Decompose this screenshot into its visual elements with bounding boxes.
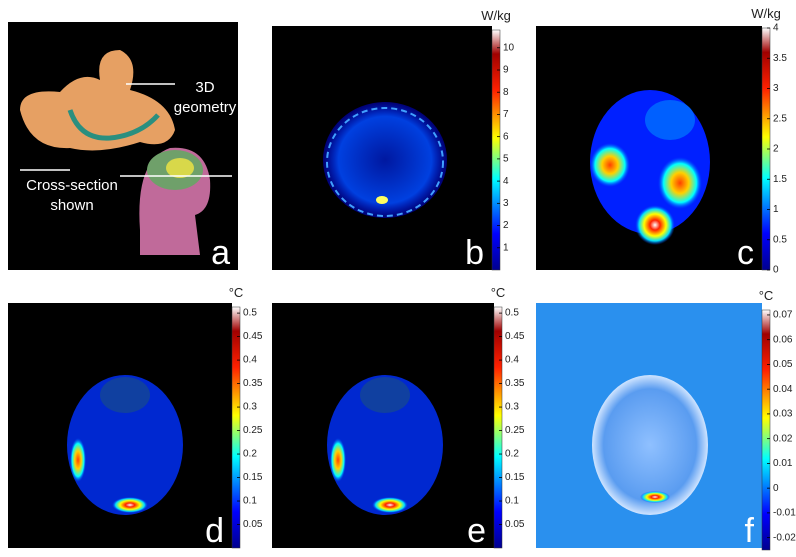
colorbar-tick-label: 0.4 [505, 355, 519, 366]
colorbar-unit: °C [759, 288, 774, 303]
colorbar-tick-label: 0.5 [773, 234, 787, 245]
colorbar-tick-label: 1 [503, 242, 509, 253]
colorbar-tick-label: 0.45 [243, 331, 263, 342]
panel-letter: a [211, 234, 230, 272]
colorbar-tick-label: 6 [503, 131, 509, 142]
colorbar-unit: °C [491, 285, 506, 300]
colorbar-tick-label: 10 [503, 42, 515, 53]
colorbar-tick-label: 1.5 [773, 174, 787, 185]
colorbar-tick-label: 0.06 [773, 334, 793, 345]
colorbar [492, 30, 500, 270]
colorbar-tick-label: 0.35 [505, 378, 525, 389]
colorbar-tick-label: 4 [503, 176, 509, 187]
colorbar-tick-label: 0.5 [243, 308, 257, 319]
colorbar-tick-label: 2.5 [773, 113, 787, 124]
colorbar [232, 307, 240, 548]
colorbar-tick-label: 0.07 [773, 310, 793, 321]
figure: a 3D geometry Cross-section shown b W/kg 1 2 3 4 5 6… [0, 0, 796, 557]
colorbar-tick-label: 0.2 [243, 449, 257, 460]
colorbar [762, 310, 770, 550]
colorbar [494, 307, 502, 548]
colorbar-tick-label: 0 [773, 265, 779, 276]
colorbar-tick-label: 1 [773, 204, 779, 215]
colorbar-tick-label: 3 [503, 198, 509, 209]
colorbar-unit: °C [229, 285, 244, 300]
annotation: shown [50, 197, 93, 214]
colorbar-tick-label: 0.3 [505, 402, 519, 413]
colorbar-tick-label: 5 [503, 154, 509, 165]
colorbar-tick-label: 2 [503, 220, 509, 231]
colorbar-tick-label: 0.1 [243, 496, 257, 507]
colorbar-tick-label: 0.3 [243, 402, 257, 413]
colorbar-tick-label: 0 [773, 483, 779, 494]
colorbar-tick-label: 0.4 [243, 355, 257, 366]
colorbar-tick-label: 0.05 [773, 359, 793, 370]
colorbar-tick-label: 0.03 [773, 409, 793, 420]
colorbar-tick-label: 0.05 [505, 519, 525, 530]
panel-letter: e [467, 512, 486, 550]
colorbar-tick-label: 0.01 [773, 458, 793, 469]
temperature-map [67, 375, 183, 515]
colorbar-unit: W/kg [481, 8, 511, 23]
annotation: Cross-section [26, 177, 118, 194]
colorbar-tick-label: 0.35 [243, 378, 263, 389]
colorbar-tick-label: 0.04 [773, 384, 793, 395]
colorbar-tick-label: 3.5 [773, 53, 787, 64]
colorbar-tick-label: 0.1 [505, 496, 519, 507]
colorbar-tick-label: 0.25 [243, 425, 263, 436]
colorbar-tick-label: 0.02 [773, 433, 793, 444]
colorbar-tick-label: 7 [503, 109, 509, 120]
colorbar-tick-label: -0.01 [773, 508, 796, 519]
colorbar-tick-label: 0.15 [505, 472, 525, 483]
colorbar-tick-label: 0.2 [505, 449, 519, 460]
sar-map [323, 102, 447, 218]
annotation: 3D [195, 79, 214, 96]
panel-letter: f [745, 512, 755, 550]
colorbar-tick-label: 2 [773, 144, 779, 155]
colorbar-unit: W/kg [751, 6, 781, 21]
panel-letter: c [737, 234, 754, 272]
colorbar-tick-label: -0.02 [773, 532, 796, 543]
panel-letter: d [205, 512, 224, 550]
colorbar-tick-label: 4 [773, 23, 779, 34]
colorbar-tick-label: 0.25 [505, 425, 525, 436]
colorbar-tick-label: 9 [503, 65, 509, 76]
colorbar-tick-label: 0.05 [243, 519, 263, 530]
colorbar-tick-label: 8 [503, 87, 509, 98]
temperature-difference-map [592, 375, 708, 515]
colorbar-tick-label: 0.45 [505, 331, 525, 342]
colorbar-tick-label: 3 [773, 83, 779, 94]
colorbar-tick-label: 0.5 [505, 308, 519, 319]
temperature-map [327, 375, 443, 515]
colorbar-tick-label: 0.15 [243, 472, 263, 483]
annotation: geometry [174, 99, 237, 116]
panel-letter: b [465, 234, 484, 272]
